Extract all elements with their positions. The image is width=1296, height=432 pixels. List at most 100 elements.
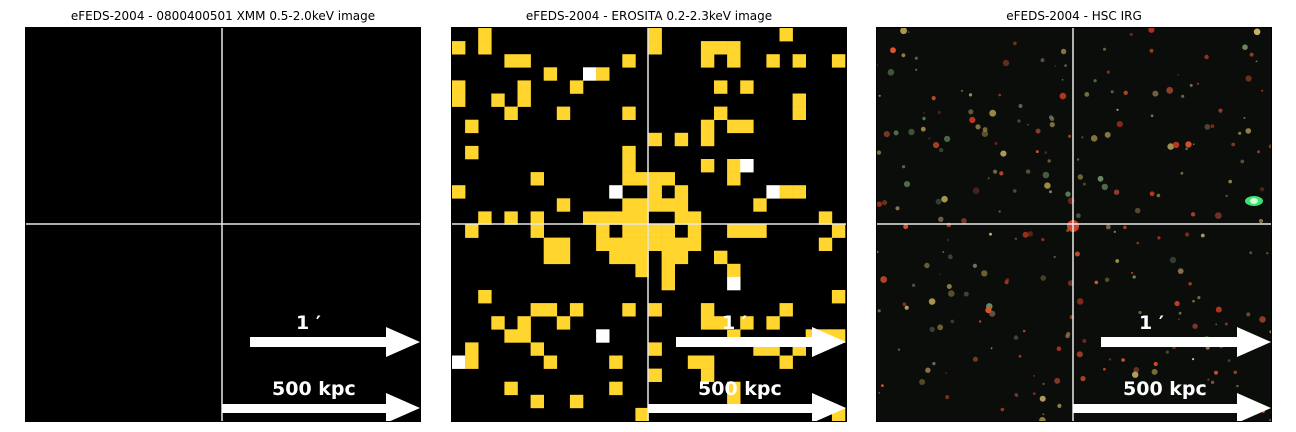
pixel <box>465 355 479 369</box>
galaxy <box>1200 233 1205 238</box>
pixel <box>517 80 531 94</box>
galaxy <box>1150 114 1154 118</box>
galaxy <box>1197 296 1201 300</box>
galaxy <box>1068 134 1072 138</box>
pixel <box>700 355 715 369</box>
galaxy <box>1044 151 1048 154</box>
pixel <box>596 329 610 343</box>
galaxy <box>981 270 988 277</box>
pixel <box>530 224 544 238</box>
pixel <box>465 119 479 134</box>
galaxy <box>1042 171 1050 179</box>
galaxy <box>1101 183 1108 191</box>
galaxy <box>1131 271 1134 274</box>
pixel <box>478 41 492 55</box>
galaxy <box>1167 143 1174 150</box>
pixel <box>543 250 558 265</box>
galaxy <box>1214 370 1218 375</box>
galaxy <box>1103 367 1106 371</box>
pixel <box>543 237 558 251</box>
galaxy <box>904 305 909 310</box>
galaxy <box>1240 159 1245 164</box>
galaxy <box>1133 367 1140 373</box>
pixel <box>622 172 636 186</box>
pixel <box>622 145 636 160</box>
pixel <box>543 303 558 317</box>
pixel <box>622 211 636 225</box>
galaxy <box>1027 231 1033 237</box>
galaxy <box>878 94 881 97</box>
galaxy <box>999 171 1004 176</box>
galaxy <box>1192 299 1195 303</box>
galaxy <box>1004 280 1009 285</box>
galaxy <box>1228 179 1232 184</box>
pixel <box>661 250 675 265</box>
scale-kpc-label: 500 kpc <box>1123 378 1207 400</box>
pixel <box>831 224 846 238</box>
scale-arcmin-label: 1 ′ <box>722 312 747 334</box>
pixel <box>779 355 793 369</box>
galaxy <box>1017 119 1021 123</box>
galaxy <box>895 206 900 211</box>
pixel <box>674 198 689 212</box>
pixel <box>543 355 558 369</box>
galaxy <box>914 56 918 60</box>
galaxy <box>1149 48 1154 53</box>
galaxy <box>877 250 879 253</box>
pixel <box>714 80 728 94</box>
galaxy <box>878 392 881 394</box>
pixel <box>504 381 518 396</box>
pixel <box>740 159 754 173</box>
galaxy <box>932 362 936 366</box>
pixel <box>622 198 636 212</box>
galaxy <box>902 165 906 169</box>
galaxy <box>1188 282 1192 286</box>
pixel <box>452 185 466 199</box>
pixel <box>556 198 571 212</box>
galaxy <box>1242 44 1248 50</box>
pixel <box>465 145 479 160</box>
galaxy <box>877 150 882 155</box>
pixel <box>635 198 649 212</box>
galaxy <box>1115 259 1120 263</box>
galaxy <box>1259 187 1265 192</box>
galaxy <box>1104 277 1110 283</box>
galaxy <box>1084 92 1090 97</box>
galaxy <box>1106 70 1110 74</box>
scale-arrow-arcmin <box>1101 327 1271 357</box>
pixel <box>818 211 833 225</box>
galaxy <box>1207 378 1210 381</box>
scale-kpc-label: 500 kpc <box>272 378 356 400</box>
pixel <box>530 211 544 225</box>
galaxy <box>1136 241 1140 245</box>
galaxy <box>981 130 989 137</box>
pixel <box>661 172 675 186</box>
pixel <box>622 159 636 173</box>
galaxy <box>1227 359 1231 363</box>
galaxy <box>1177 268 1184 274</box>
galaxy <box>960 89 964 92</box>
galaxy <box>1181 94 1185 98</box>
galaxy <box>1258 218 1264 224</box>
pixel <box>504 54 518 68</box>
pixel <box>766 54 780 68</box>
galaxy <box>1040 58 1045 63</box>
galaxy <box>1204 54 1209 60</box>
galaxy <box>1064 64 1067 67</box>
galaxy <box>928 298 936 305</box>
galaxy <box>989 232 992 236</box>
pixel <box>517 329 531 343</box>
galaxy <box>1094 280 1099 285</box>
pixel <box>556 106 571 120</box>
galaxy <box>908 128 915 136</box>
galaxy <box>1057 403 1062 408</box>
galaxy <box>1054 377 1061 384</box>
galaxy <box>1105 224 1111 230</box>
pixel <box>596 211 610 225</box>
galaxy <box>1236 384 1239 388</box>
galaxy <box>993 169 998 174</box>
galaxy <box>883 277 887 281</box>
galaxy <box>1129 32 1133 37</box>
pixel <box>596 237 610 251</box>
pixel <box>556 237 571 251</box>
